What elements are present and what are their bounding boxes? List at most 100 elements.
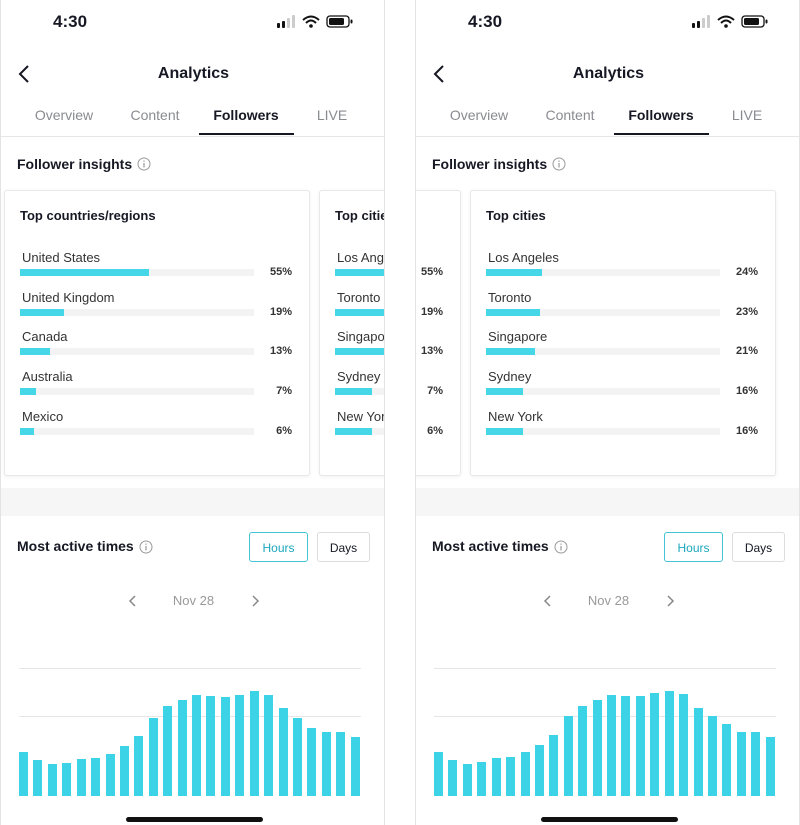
tab[interactable]: Content [545,107,595,123]
toggle-button[interactable]: Days [317,532,370,562]
activity-bar [148,718,158,796]
row-name: Sydney [488,369,532,385]
activity-bar [336,732,346,796]
bar-fill [486,269,543,276]
activity-bar [192,695,202,796]
row-name: Singapore [488,329,548,345]
percent-label: 16% [735,385,758,398]
bar-track [20,308,254,316]
section-title: Most active times [432,538,549,554]
prev-date[interactable] [128,594,138,613]
grid-line [19,668,361,669]
activity-bar [119,746,129,796]
tab[interactable]: Overview [34,107,94,123]
date-label: Nov 28 [587,593,630,608]
row-name: Los Angeles [337,250,384,265]
activity-bar [33,760,43,796]
activity-bar [592,700,602,796]
row-name: Canada [22,329,68,345]
status-icons-svg [692,15,768,28]
activity-bar [520,752,530,796]
toggle-button[interactable]: Hours [664,532,723,562]
activity-bar [321,732,331,796]
activity-bar [664,691,674,796]
percent-label: 13% [420,345,443,358]
activity-bar [679,694,689,796]
tab[interactable]: Overview [449,107,509,123]
grid-line [19,716,361,717]
page-title: Analytics [572,65,645,82]
row-name: Mexico [22,408,64,424]
prev-date[interactable] [543,594,553,613]
bar-fill [486,308,540,316]
back-button[interactable] [17,64,31,89]
toggle-button[interactable]: Hours [249,532,308,562]
info-icon [552,157,566,171]
row-name: Los Angeles [488,250,559,265]
next-date[interactable] [250,594,260,613]
activity-bar [650,693,660,796]
row-name: New York [337,408,385,424]
percent-label: 55% [420,266,443,278]
chevron [667,595,675,607]
next-date[interactable] [665,594,675,613]
activity-bar [722,724,732,796]
bar-fill [486,388,524,396]
activity-bar [462,764,472,796]
tab[interactable]: Followers [213,107,279,123]
activity-bar [578,706,588,796]
activity-bar [534,745,544,796]
activity-bar [62,763,72,796]
tab[interactable]: LIVE [316,107,348,123]
percent-label: 7% [276,385,292,398]
bar-track [486,388,720,396]
divider [1,136,384,137]
status-time: 4:30 [53,12,88,31]
percent-label: 6% [427,424,443,437]
info-button[interactable] [137,157,151,176]
bar-track [486,308,720,316]
activity-bar [19,752,28,796]
activity-bar [249,691,259,796]
activity-bar [563,716,573,796]
percent-label: 16% [735,424,758,437]
tab[interactable]: LIVE [731,107,763,123]
tab[interactable]: Content [130,107,180,123]
bar-fill [20,348,51,356]
info-button[interactable] [139,540,153,559]
card-title: Top countries/regions [20,208,156,223]
status-icons [692,14,772,35]
activity-bar [163,706,173,796]
row-name: United Kingdom [22,289,115,305]
row-name: United States [22,250,101,265]
divider [416,136,799,137]
back-button[interactable] [432,64,446,89]
bar-fill [20,308,65,316]
percent-label: 13% [269,345,292,358]
info-button[interactable] [552,157,566,176]
page-title: Analytics [157,65,230,82]
percent-label: 19% [269,305,292,318]
chevron [543,595,551,607]
row-name: Australia [22,369,73,385]
activity-bar [47,764,57,796]
bar-fill [335,388,373,396]
activity-bar [220,697,230,796]
bar-fill [335,269,384,276]
section-title: Most active times [17,538,134,554]
row-name: Toronto [488,289,532,305]
percent-label: 24% [735,266,758,278]
toggle-button[interactable]: Days [732,532,785,562]
back-arrow [18,65,29,83]
activity-bar [448,760,458,796]
cards-carousel: Top countries/regions United States 55% Uni… [1,190,385,477]
status-icons [277,14,357,35]
date-label: Nov 28 [172,593,215,608]
bar-track [20,427,254,435]
activity-bar [693,708,703,796]
info-button[interactable] [554,540,568,559]
info-icon [137,157,151,171]
bar-fill [335,348,384,356]
tab[interactable]: Followers [628,107,694,123]
bar-track [20,348,254,356]
